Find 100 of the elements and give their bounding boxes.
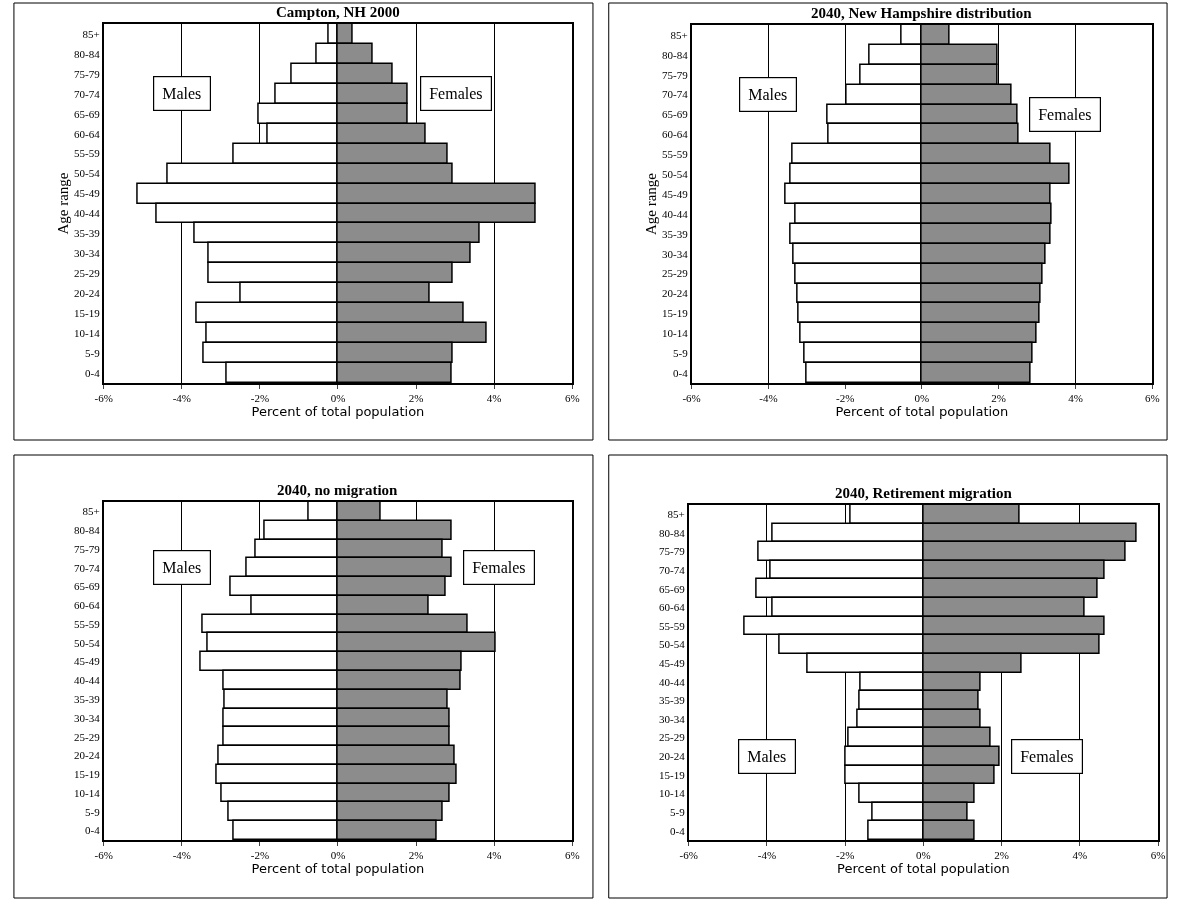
y-tick-label: 65-69	[659, 582, 686, 595]
x-tick-label: 2%	[991, 391, 1007, 404]
y-tick-label: 20-24	[74, 287, 101, 300]
y-tick-label: 35-39	[661, 227, 689, 240]
y-tick-label: 65-69	[74, 580, 101, 593]
y-tick-label: 85+	[670, 28, 688, 41]
x-tick-label: 0%	[916, 848, 931, 861]
x-tick-label: -2%	[835, 391, 855, 404]
chart-title: 2040, Retirement migration	[835, 485, 1013, 501]
x-tick-label: 6%	[1150, 848, 1166, 861]
series-label: Females	[1020, 748, 1074, 766]
y-tick-label: 30-34	[74, 711, 101, 724]
x-tick-label: -4%	[757, 848, 777, 861]
x-tick-label: 2%	[408, 848, 424, 861]
x-axis-title: Percent of total population	[251, 403, 425, 419]
y-tick-label: 75-79	[659, 545, 686, 558]
y-tick-label: 0-4	[85, 366, 101, 379]
y-tick-label: 70-74	[74, 561, 101, 574]
text: Males	[748, 86, 788, 104]
y-tick-label: 45-49	[74, 187, 101, 200]
series-label: Males	[162, 559, 202, 577]
x-tick-label: -6%	[679, 848, 698, 861]
y-tick-label: 70-74	[661, 88, 689, 101]
x-tick-label: 2%	[408, 391, 424, 404]
x-tick-label: 0%	[330, 848, 346, 861]
x-tick-label: -2%	[835, 848, 855, 861]
y-tick-label: 5-9	[670, 805, 686, 818]
text: Males	[162, 85, 202, 103]
y-tick-label: 35-39	[659, 694, 686, 707]
y-tick-label: 80-84	[659, 526, 686, 539]
chart-title: 2040, no migration	[277, 482, 399, 498]
y-tick-label: 65-69	[661, 108, 689, 121]
y-tick-label: 50-54	[74, 167, 101, 180]
x-tick-label: 4%	[1068, 391, 1083, 404]
y-tick-label: 60-64	[74, 599, 101, 612]
y-tick-label: 75-79	[661, 68, 689, 81]
y-tick-label: 25-29	[661, 267, 689, 280]
y-tick-label: 30-34	[661, 247, 689, 260]
x-tick-label: 0%	[330, 391, 346, 404]
y-tick-label: 50-54	[661, 168, 689, 181]
y-tick-label: 5-9	[85, 805, 101, 818]
y-tick-label: 40-44	[661, 207, 689, 220]
y-tick-label: 15-19	[74, 768, 101, 781]
y-tick-label: 50-54	[659, 638, 686, 651]
y-tick-label: 80-84	[661, 48, 689, 61]
chart-title: Campton, NH 2000	[276, 4, 400, 20]
chart-title: 2040, New Hampshire distribution	[811, 5, 1033, 21]
series-label: Females	[472, 559, 526, 577]
x-tick-label: -2%	[250, 848, 270, 861]
y-axis-title: Age range	[54, 172, 71, 235]
series-label: Females	[1038, 106, 1092, 124]
y-tick-label: 25-29	[659, 731, 686, 744]
x-tick-label: -4%	[172, 391, 191, 404]
x-tick-label: 6%	[564, 391, 580, 404]
y-tick-label: 55-59	[659, 619, 686, 632]
y-tick-label: 85+	[82, 505, 100, 518]
y-tick-label: 20-24	[659, 750, 686, 763]
x-tick-label: 2%	[994, 848, 1009, 861]
y-tick-label: 0-4	[672, 366, 689, 379]
y-tick-label: 30-34	[74, 247, 101, 260]
x-axis-title: Percent of total population	[835, 403, 1009, 419]
y-tick-label: 15-19	[659, 768, 686, 781]
y-tick-label: 85+	[667, 508, 685, 521]
y-tick-label: 60-64	[74, 127, 101, 140]
y-tick-label: 45-49	[659, 657, 686, 670]
y-tick-label: 5-9	[672, 347, 689, 360]
y-tick-label: 15-19	[661, 307, 689, 320]
y-tick-label: 0-4	[670, 824, 686, 837]
y-tick-label: 45-49	[74, 655, 101, 668]
y-tick-label: 55-59	[74, 147, 101, 160]
y-tick-label: 10-14	[661, 327, 689, 340]
x-tick-label: 4%	[486, 848, 502, 861]
x-tick-label: 0%	[914, 391, 930, 404]
y-tick-label: 40-44	[74, 674, 101, 687]
series-label: Females	[429, 85, 483, 103]
y-tick-label: 80-84	[74, 47, 101, 60]
y-tick-label: 75-79	[74, 542, 101, 555]
y-tick-label: 55-59	[74, 617, 101, 630]
y-tick-label: 85+	[82, 27, 100, 40]
y-tick-label: 50-54	[74, 636, 101, 649]
y-tick-label: 60-64	[659, 601, 686, 614]
x-tick-label: -6%	[682, 391, 701, 404]
x-tick-label: -2%	[250, 391, 270, 404]
y-tick-label: 20-24	[661, 287, 689, 300]
x-tick-label: 6%	[1144, 391, 1160, 404]
x-tick-label: -4%	[172, 848, 191, 861]
y-tick-label: 5-9	[85, 346, 101, 359]
y-tick-label: 35-39	[74, 693, 101, 706]
y-tick-label: 25-29	[74, 267, 101, 280]
y-tick-label: 40-44	[659, 675, 686, 688]
y-tick-label: 65-69	[74, 107, 101, 120]
x-tick-label: -6%	[94, 848, 113, 861]
y-tick-label: 10-14	[659, 787, 686, 800]
x-tick-label: 4%	[1072, 848, 1088, 861]
y-tick-label: 45-49	[661, 187, 689, 200]
y-tick-label: 35-39	[74, 227, 101, 240]
y-tick-label: 0-4	[85, 824, 101, 837]
x-axis-title: Percent of total population	[251, 860, 425, 876]
y-tick-label: 10-14	[74, 786, 101, 799]
y-tick-label: 40-44	[74, 207, 101, 220]
